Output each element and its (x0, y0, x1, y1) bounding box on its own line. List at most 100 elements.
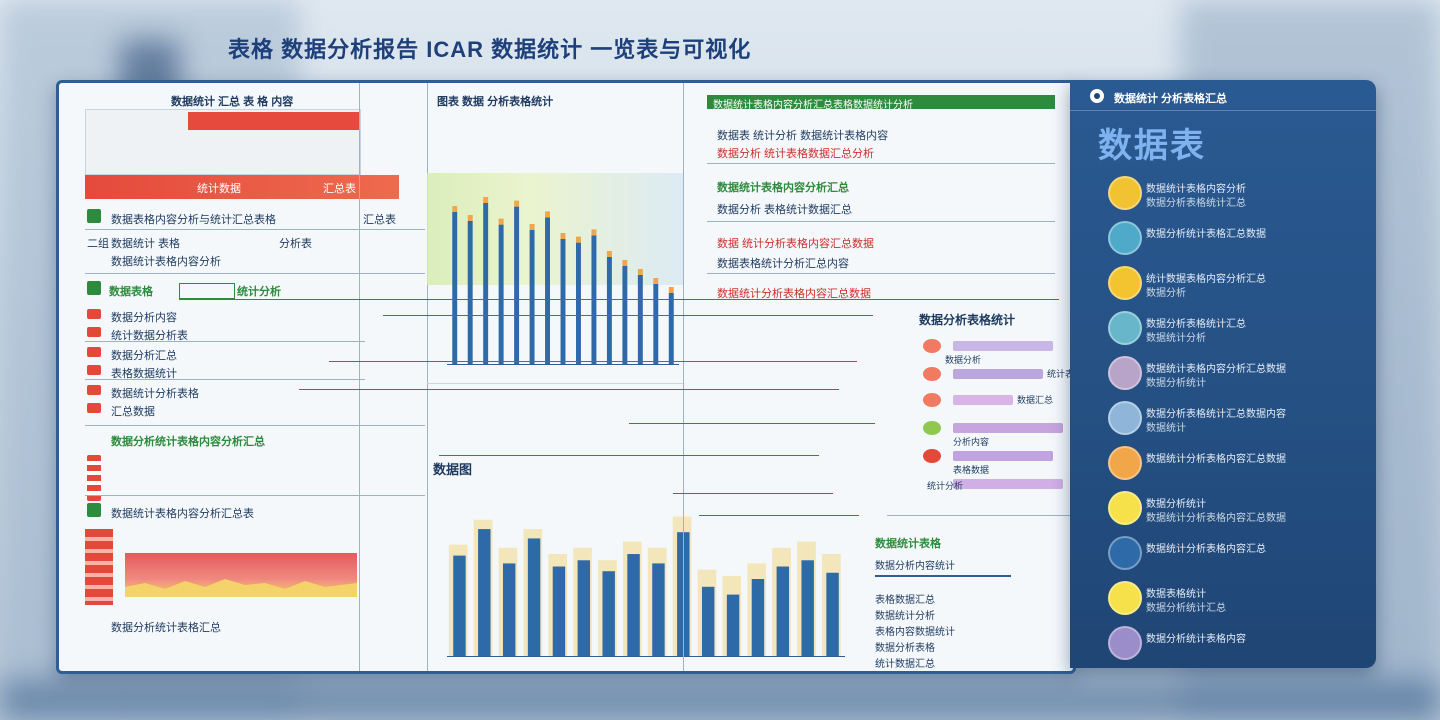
section2-right: 统计分析 (237, 286, 281, 298)
table-row: 数据分析 表格统计数据汇总 (717, 204, 853, 216)
legend-item: 统计表格 (1047, 369, 1073, 379)
table-icon[interactable] (1108, 221, 1142, 255)
chart-icon[interactable] (1108, 626, 1142, 660)
bar-chart-icon[interactable] (1108, 176, 1142, 210)
side-item-label: 数据统计表格内容分析汇总数据 (1146, 364, 1286, 375)
shield-icon[interactable] (1108, 311, 1142, 345)
left-row-2-tag: 二组 (87, 238, 109, 250)
chart-bar-cap (653, 278, 659, 284)
chart-bar (514, 206, 520, 365)
chart-bar (751, 579, 765, 657)
table-row: 数据表格统计分析汇总内容 (717, 258, 849, 270)
side-panel-header: 数据统计 分析表格汇总 (1114, 93, 1228, 105)
folder-icon[interactable] (1108, 446, 1142, 480)
table-row: 数据 统计分析表格内容汇总数据 (717, 238, 875, 250)
chart-bar (483, 203, 489, 365)
list-item: 统计数据分析表 (111, 330, 188, 342)
section4-label: 数据统计表格内容分析汇总表 (111, 508, 254, 520)
legend-item: 数据分析 (945, 355, 982, 365)
legend-item: 统计分析 (927, 481, 964, 491)
side-item-sublabel: 数据统计分析表格内容汇总数据 (1146, 513, 1286, 524)
chart-bar (502, 563, 516, 657)
left-row-1: 数据表格内容分析与统计汇总表格 (111, 214, 276, 226)
chart-bar (652, 563, 665, 657)
chart-bar (591, 235, 597, 365)
center-panel-header: 图表 数据 分析表格统计 (437, 96, 554, 108)
chart-bar (627, 554, 640, 657)
document-icon[interactable] (1108, 401, 1142, 435)
list-item: 汇总数据 (111, 406, 155, 418)
legend-header: 数据分析表格统计 (919, 313, 1016, 327)
right-table-header-bar: 数据统计表格内容分析汇总表格数据统计分析 (707, 95, 1055, 111)
chart-bar-cap (498, 218, 504, 225)
side-item-label: 数据表格统计 (1146, 589, 1206, 600)
side-item-sublabel: 数据统计 (1146, 423, 1186, 434)
side-item-sublabel: 数据统计分析 (1146, 333, 1206, 344)
side-item-sublabel: 数据分析表格统计汇总 (1146, 198, 1246, 209)
badge-icon[interactable] (1108, 491, 1142, 525)
chart-bar-cap (560, 233, 566, 239)
right-table: 数据统计表格内容分析汇总表格数据统计分析 数据表 统计分析 数据统计表格内容 数… (687, 83, 1073, 671)
side-item-label: 数据分析统计 (1146, 499, 1206, 510)
tree-icon (87, 503, 101, 517)
note-item: 数据统计分析 (875, 611, 935, 622)
table-row: 数据表 统计分析 数据统计表格内容 (717, 130, 889, 142)
wave-icon[interactable] (1108, 356, 1142, 390)
note-item: 数据分析表格 (875, 643, 935, 654)
chart-bar (606, 257, 612, 365)
chart-bar-cap (545, 211, 551, 218)
legend-item: 数据汇总 (1017, 395, 1054, 405)
chart-bar (478, 529, 491, 657)
section5-label: 数据分析统计表格汇总 (111, 622, 221, 634)
chart-bar (453, 555, 466, 657)
coin-icon[interactable] (1108, 266, 1142, 300)
red-banner: 统计数据 汇总表 (85, 175, 399, 199)
side-item-sublabel: 数据分析 (1146, 288, 1186, 299)
dashboard-board: 数据统计 汇总 表 格 内容 统计数据 汇总表 数据表格内容分析与统计汇总表格 … (56, 80, 1076, 674)
chart-bar (527, 538, 541, 657)
side-item-label: 数据统计表格内容分析 (1146, 184, 1246, 195)
target-icon (1090, 89, 1104, 103)
side-item-label: 数据统计分析表格内容汇总数据 (1146, 454, 1286, 465)
side-panel-title: 数据表 (1098, 127, 1206, 165)
left-row-1-right: 汇总表 (363, 214, 396, 226)
section2-box (179, 283, 235, 299)
chart-bar-cap (467, 215, 473, 221)
legend-item: 表格数据 (953, 465, 990, 475)
side-item-label: 数据统计分析表格内容汇总 (1146, 544, 1266, 555)
side-item-sublabel: 数据分析统计 (1146, 378, 1206, 389)
left-heat-table (85, 529, 357, 605)
chart-bar-cap (591, 229, 597, 236)
center-mid-label: 数据图 (433, 462, 473, 477)
table-row: 数据统计表格内容分析汇总 (717, 182, 849, 194)
page-title: 表格 数据分析报告 ICAR 数据统计 一览表与可视化 (228, 37, 752, 62)
chart-bar (726, 594, 740, 657)
side-item-label: 数据分析统计表格汇总数据 (1146, 229, 1266, 240)
badge-icon[interactable] (1108, 581, 1142, 615)
globe-icon[interactable] (1108, 536, 1142, 570)
note-item: 表格内容数据统计 (875, 627, 955, 638)
chart-bar-cap (514, 200, 520, 207)
note-item: 表格数据汇总 (875, 595, 935, 606)
left-row-2: 数据统计 表格 (111, 238, 181, 250)
chart-bar (577, 560, 591, 657)
side-panel: 数据统计 分析表格汇总 数据表 数据统计表格内容分析 数据分析表格统计汇总 数据分析… (1070, 80, 1376, 668)
red-banner-label: 统计数据 (197, 183, 241, 195)
chart-bar-cap (575, 236, 581, 243)
chart-bar (545, 217, 551, 365)
side-item-sublabel: 数据分析统计汇总 (1146, 603, 1226, 614)
side-item-label: 数据分析表格统计汇总 (1146, 319, 1246, 330)
legend-item: 分析内容 (953, 437, 990, 447)
chart-bar-cap (483, 197, 489, 203)
chart-bar (560, 239, 566, 365)
chart-bar (529, 230, 535, 365)
chart-bar-cap (622, 260, 628, 266)
list-item: 数据分析汇总 (111, 350, 177, 362)
chart-bar (467, 221, 473, 365)
left-row-2-right: 分析表 (279, 238, 312, 250)
chart-bar-cap (637, 269, 643, 275)
chart-bar (575, 242, 581, 365)
chart-bar (552, 566, 566, 657)
chart-bar-cap (606, 251, 612, 257)
list-item: 表格数据统计 (111, 368, 177, 380)
